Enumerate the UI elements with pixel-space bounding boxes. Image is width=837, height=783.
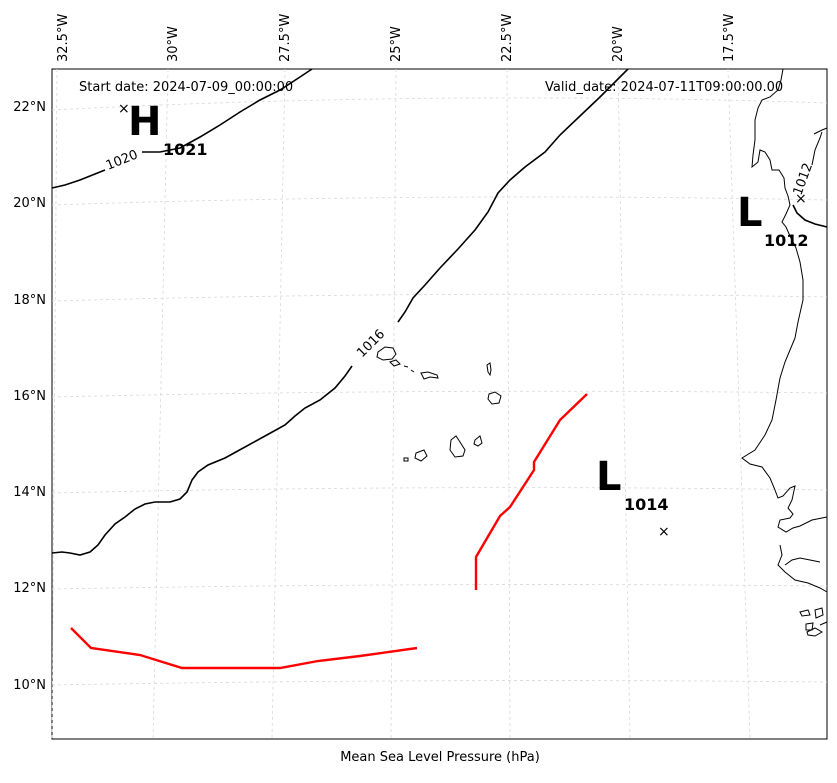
isobar-1016 xyxy=(51,68,629,556)
lon-tick-label: 20°W xyxy=(611,26,626,62)
storm-track xyxy=(474,393,588,590)
gridlines xyxy=(51,68,828,740)
center-value: 1014 xyxy=(624,495,669,514)
lon-tick-label: 27.5°W xyxy=(278,14,293,62)
coastline xyxy=(376,68,828,637)
center-value: 1012 xyxy=(764,231,809,250)
pressure-center-low: × L 1012 xyxy=(737,190,809,250)
center-marker-icon: × xyxy=(658,524,670,540)
lon-tick-label: 17.5°W xyxy=(722,14,737,62)
center-marker-icon: × xyxy=(118,101,130,117)
center-letter: L xyxy=(596,454,622,500)
center-letter: L xyxy=(737,190,763,236)
lat-tick-label: 16°N xyxy=(13,389,46,404)
pressure-center-high: × H 1021 xyxy=(118,99,208,159)
center-value: 1021 xyxy=(163,140,208,159)
lat-tick-label: 22°N xyxy=(13,100,46,115)
storm-track xyxy=(70,627,418,670)
isobars xyxy=(51,68,828,556)
lat-tick-labels: 22°N 20°N 18°N 16°N 14°N 12°N 10°N xyxy=(13,100,46,693)
lat-tick-label: 14°N xyxy=(13,485,46,500)
valid-date-label: Valid_date: 2024-07-11T09:00:00.00 xyxy=(545,80,783,95)
pressure-center-low: × L 1014 xyxy=(596,454,670,540)
lat-tick-label: 18°N xyxy=(13,293,46,308)
lon-tick-label: 22.5°W xyxy=(500,14,515,62)
map-frame xyxy=(51,68,828,740)
lat-tick-label: 20°N xyxy=(13,196,46,211)
lat-tick-label: 12°N xyxy=(13,581,46,596)
storm-tracks xyxy=(70,393,588,670)
lon-tick-label: 32.5°W xyxy=(56,14,71,62)
start-date-label: Start date: 2024-07-09_00:00:00 xyxy=(79,80,293,95)
x-axis-label: Mean Sea Level Pressure (hPa) xyxy=(340,750,540,765)
isobar-1020 xyxy=(51,68,313,189)
center-marker-icon: × xyxy=(795,191,807,207)
center-letter: H xyxy=(128,99,161,145)
lat-tick-label: 10°N xyxy=(13,678,46,693)
lon-tick-label: 25°W xyxy=(389,26,404,62)
lon-tick-label: 30°W xyxy=(166,26,181,62)
lon-tick-labels: 32.5°W 30°W 27.5°W 25°W 22.5°W 20°W 17.5… xyxy=(56,14,737,62)
isobar-1012 xyxy=(792,204,828,228)
